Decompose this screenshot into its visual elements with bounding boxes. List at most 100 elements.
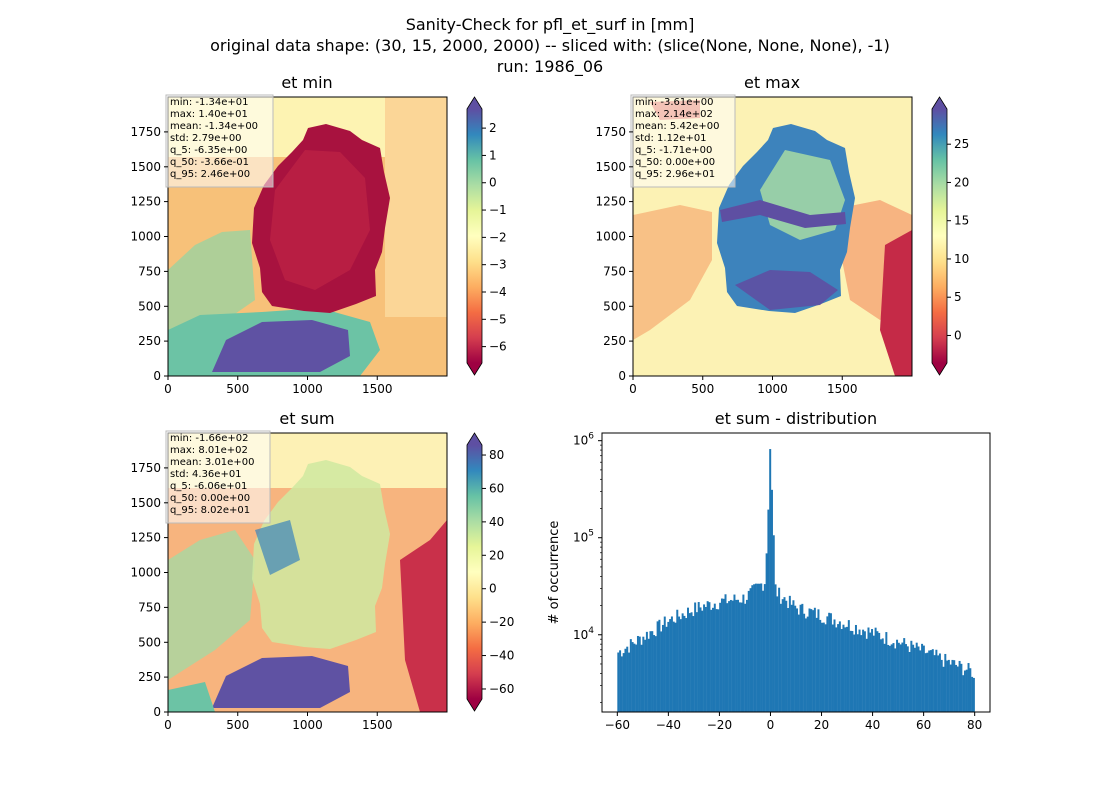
histogram-bar xyxy=(756,583,759,712)
histogram-bar xyxy=(626,646,629,712)
figure-title-line-3: run: 1986_06 xyxy=(497,57,603,77)
y-tick-label: 750 xyxy=(138,264,161,278)
histogram-bar xyxy=(903,638,906,712)
histogram-bar xyxy=(660,631,663,712)
histogram-bar xyxy=(938,653,941,712)
histogram-bar xyxy=(969,668,972,712)
histogram-bar xyxy=(767,509,770,712)
colorbar-extend-top xyxy=(467,97,482,109)
histogram-bar xyxy=(854,624,857,712)
stat-min: min: -1.34e+01 xyxy=(170,97,249,108)
x-tick-label: −60 xyxy=(605,718,630,732)
histogram-bar xyxy=(821,622,824,712)
field-west-orange-region xyxy=(633,205,712,340)
histogram-bar xyxy=(656,621,659,712)
histogram-bar xyxy=(719,602,722,712)
histogram-bar xyxy=(735,599,738,712)
histogram-bar xyxy=(897,642,900,712)
histogram-bar xyxy=(628,652,631,712)
colorbar-tick-label: 0 xyxy=(489,176,497,190)
histogram-bar xyxy=(722,598,725,712)
histogram-bar xyxy=(749,588,752,712)
histogram-bar xyxy=(717,609,720,712)
colorbar-tick-label: 1 xyxy=(489,148,497,162)
colorbar-gradient xyxy=(932,109,947,363)
histogram-bar xyxy=(703,604,706,712)
colorbar-outline xyxy=(931,96,948,376)
x-tick-label: 1000 xyxy=(292,718,323,732)
colorbar-tick-label: −6 xyxy=(489,340,507,354)
histogram-bar xyxy=(815,617,818,712)
stat-q50: q_50: -3.66e-01 xyxy=(170,157,249,168)
histogram-bar xyxy=(742,594,745,712)
stat-min: min: -1.66e+02 xyxy=(170,433,249,444)
histogram-bar xyxy=(658,619,661,712)
histogram-bar xyxy=(908,651,911,712)
colorbar-tick-label: −60 xyxy=(489,682,514,696)
histogram-bar xyxy=(708,602,711,712)
histogram-bar xyxy=(892,643,895,712)
histogram-bar xyxy=(720,598,723,712)
histogram-bar xyxy=(783,597,786,712)
histogram-bar xyxy=(624,648,627,712)
y-axis: 0 250 500 750 1000 1250 1500 1750 xyxy=(130,461,168,719)
x-tick-label: 500 xyxy=(226,382,249,396)
histogram-bar xyxy=(729,599,732,712)
histogram-bar xyxy=(894,648,897,712)
stat-q5: q_5: -6.06e+01 xyxy=(170,481,247,492)
colorbar-extend-bottom xyxy=(467,699,482,711)
histogram-bar xyxy=(753,584,756,712)
histogram-bar xyxy=(804,618,807,712)
histogram-bar xyxy=(699,607,702,712)
histogram-bar xyxy=(955,664,958,712)
histogram-bar xyxy=(960,663,963,712)
histogram-bar xyxy=(971,676,974,712)
y-tick-label: 1750 xyxy=(130,461,161,475)
histogram-bar xyxy=(690,612,693,712)
histogram-bar xyxy=(937,655,940,712)
histogram-bar xyxy=(872,635,875,712)
y-tick-label: 105 xyxy=(573,529,594,545)
x-tick-label: 0 xyxy=(164,382,172,396)
histogram-bar xyxy=(651,631,654,712)
field-south-teal-region xyxy=(168,682,215,712)
colorbar-tick-label: −20 xyxy=(489,615,514,629)
histogram-bar xyxy=(747,590,750,712)
histogram-bar xyxy=(674,622,677,712)
histogram-bar xyxy=(829,613,832,712)
histogram-bar xyxy=(921,643,924,712)
colorbar-tick-label: −40 xyxy=(489,649,514,663)
x-tick-label: 0 xyxy=(767,718,775,732)
histogram-bar xyxy=(838,621,841,712)
histogram-bar xyxy=(953,660,956,712)
histogram-bar xyxy=(822,622,825,712)
colorbar-extend-top xyxy=(932,97,947,109)
histogram-bar xyxy=(695,612,698,712)
x-tick-label: 80 xyxy=(967,718,982,732)
histogram-bar xyxy=(881,638,884,712)
histogram-bar xyxy=(776,596,779,712)
stat-std: std: 4.36e+01 xyxy=(170,469,242,480)
y-tick-label: 1000 xyxy=(130,230,161,244)
histogram-bar xyxy=(817,609,820,712)
y-tick-label: 750 xyxy=(138,600,161,614)
colorbar-tick-label: 5 xyxy=(954,290,962,304)
histogram-bar xyxy=(649,631,652,712)
histogram-bar xyxy=(799,604,802,712)
histogram-bar xyxy=(871,629,874,712)
histogram-bar xyxy=(710,609,713,712)
histogram-bar xyxy=(712,607,715,712)
x-tick-label: 500 xyxy=(691,382,714,396)
panel-title: et max xyxy=(744,73,800,92)
colorbar-tick-label: 10 xyxy=(954,252,969,266)
histogram-bar xyxy=(631,642,634,712)
histogram-bar xyxy=(967,663,970,712)
histogram-bar xyxy=(772,535,775,712)
histogram-bar xyxy=(808,608,811,712)
histogram-bar xyxy=(670,616,673,712)
histogram-bar xyxy=(949,664,952,712)
colorbar: 80 60 40 20 0 −20 −40 −60 xyxy=(466,432,514,712)
y-tick-label: 1750 xyxy=(595,125,626,139)
histogram-bar xyxy=(801,603,804,712)
histogram-bar xyxy=(863,631,866,712)
